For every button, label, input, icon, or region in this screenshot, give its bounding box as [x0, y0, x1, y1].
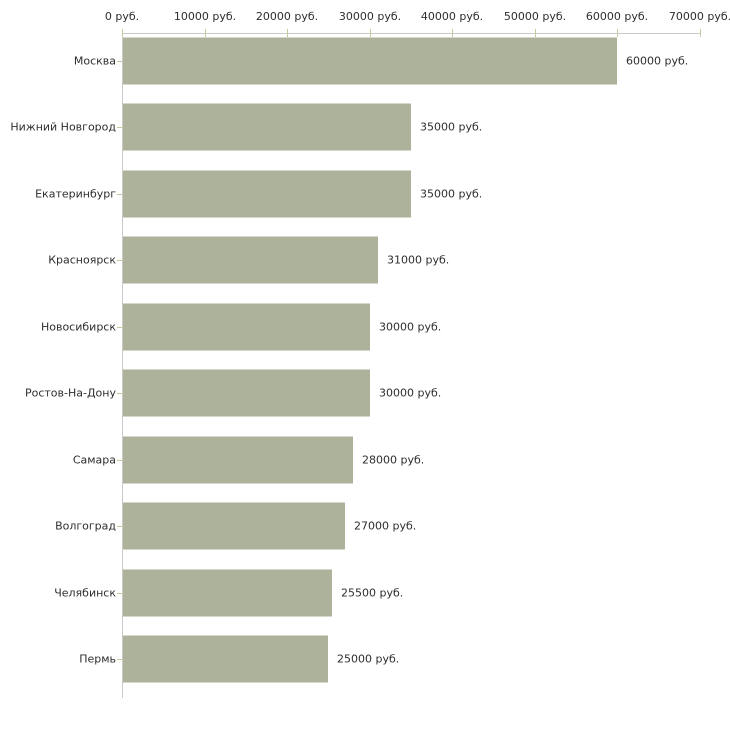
x-axis-line	[122, 33, 700, 34]
value-label: 35000 руб.	[420, 187, 483, 201]
x-axis-tick-label: 20000 руб.	[255, 10, 319, 23]
x-axis-tick	[287, 29, 288, 37]
category-label: Пермь	[79, 652, 116, 666]
category-label: Волгоград	[55, 519, 116, 533]
value-label: 27000 руб.	[354, 519, 417, 533]
value-label: 60000 руб.	[626, 54, 689, 67]
bar	[123, 436, 353, 484]
category-tick-mark	[117, 393, 122, 395]
bar	[123, 569, 332, 617]
x-axis-tick-label: 50000 руб.	[503, 10, 567, 23]
x-axis-tick	[535, 29, 536, 37]
category-tick-mark	[117, 260, 122, 262]
value-label: 25500 руб.	[341, 586, 404, 600]
x-axis-tick	[617, 29, 618, 37]
value-label: 28000 руб.	[362, 453, 425, 467]
x-axis-tick-label: 60000 руб.	[585, 10, 649, 23]
category-tick-mark	[117, 127, 122, 129]
category-label: Самара	[72, 453, 116, 467]
x-axis-tick	[205, 29, 206, 37]
category-tick-mark	[117, 659, 122, 661]
category-label: Новосибирск	[40, 320, 116, 334]
category-label: Ростов-На-Дону	[24, 386, 116, 400]
x-axis-tick	[452, 29, 453, 37]
category-label: Челябинск	[54, 586, 116, 600]
category-tick-mark	[117, 326, 122, 328]
value-label: 30000 руб.	[379, 386, 442, 400]
bar	[123, 502, 345, 550]
value-label: 30000 руб.	[379, 320, 442, 334]
bar	[123, 303, 370, 351]
category-label: Москва	[73, 54, 116, 67]
category-tick-mark	[117, 459, 122, 461]
bar	[123, 236, 378, 284]
bar	[123, 37, 617, 84]
x-axis-tick-label: 70000 руб.	[668, 10, 730, 23]
bar	[123, 103, 411, 151]
category-tick-mark	[117, 193, 122, 195]
x-axis-tick-label: 30000 руб.	[338, 10, 402, 23]
category-tick-mark	[117, 60, 122, 62]
x-axis-tick-label: 40000 руб.	[420, 10, 484, 23]
category-label: Екатеринбург	[35, 187, 116, 201]
category-label: Красноярск	[48, 253, 116, 267]
bar	[123, 635, 328, 683]
x-axis-tick	[370, 29, 371, 37]
x-axis-tick-label: 10000 руб.	[173, 10, 237, 23]
x-axis-tick-label: 0 руб.	[104, 10, 140, 23]
y-axis-line	[122, 33, 123, 698]
category-label: Нижний Новгород	[10, 120, 116, 134]
x-axis-tick	[700, 29, 701, 37]
value-label: 25000 руб.	[337, 652, 400, 666]
value-label: 35000 руб.	[420, 120, 483, 134]
category-tick-mark	[117, 526, 122, 528]
x-axis-tick	[122, 29, 123, 37]
bar	[123, 369, 370, 417]
value-label: 31000 руб.	[387, 253, 450, 267]
category-tick-mark	[117, 592, 122, 594]
bar	[123, 170, 411, 218]
